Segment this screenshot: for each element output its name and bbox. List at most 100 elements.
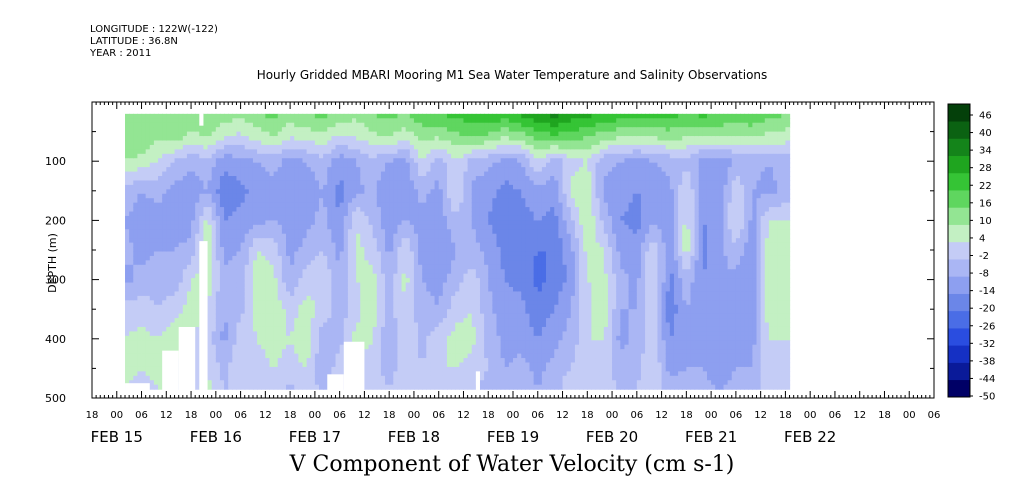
heatmap-cell	[265, 113, 271, 119]
heatmap-cell	[149, 295, 155, 301]
heatmap-cell	[331, 335, 337, 341]
heatmap-cell	[145, 304, 151, 310]
heatmap-cell	[426, 273, 432, 279]
heatmap-cell	[331, 344, 337, 350]
heatmap-cell	[327, 318, 332, 324]
heatmap-cell	[397, 238, 403, 244]
heatmap-cell	[252, 255, 258, 261]
heatmap-cell	[129, 282, 134, 288]
heatmap-cell	[335, 291, 341, 297]
heatmap-cell	[166, 144, 172, 150]
heatmap-cell	[273, 331, 279, 337]
heatmap-cell	[335, 300, 341, 306]
heatmap-cell	[323, 131, 328, 137]
heatmap-cell	[426, 251, 432, 257]
heatmap-cell	[413, 255, 419, 261]
heatmap-cell	[343, 335, 349, 341]
heatmap-cell	[273, 380, 279, 386]
heatmap-cell	[207, 122, 213, 128]
heatmap-cell	[195, 242, 200, 248]
heatmap-cell	[409, 340, 415, 346]
heatmap-cell	[141, 344, 147, 350]
heatmap-cell	[215, 215, 221, 221]
heatmap-cell	[422, 375, 427, 381]
heatmap-cell	[133, 122, 139, 128]
heatmap-cell	[211, 371, 217, 377]
heatmap-cell	[273, 247, 279, 253]
heatmap-cell	[228, 335, 233, 341]
heatmap-cell	[455, 153, 460, 159]
heatmap-cell	[236, 278, 242, 284]
heatmap-cell	[372, 171, 378, 177]
heatmap-cell	[129, 233, 134, 239]
heatmap-cell	[236, 322, 242, 328]
heatmap-cell	[430, 295, 436, 301]
heatmap-cell	[306, 318, 312, 324]
heatmap-cell	[240, 349, 246, 355]
heatmap-cell	[294, 198, 299, 204]
heatmap-cell	[215, 264, 221, 270]
heatmap-cell	[248, 118, 254, 124]
heatmap-cell	[422, 251, 427, 257]
heatmap-cell	[219, 171, 225, 177]
heatmap-cell	[133, 269, 139, 275]
heatmap-cell	[153, 131, 159, 137]
heatmap-cell	[133, 318, 139, 324]
heatmap-cell	[186, 140, 192, 146]
heatmap-cell	[195, 180, 200, 186]
heatmap-cell	[360, 193, 366, 199]
heatmap-cell	[364, 176, 370, 182]
heatmap-cell	[125, 247, 130, 253]
heatmap-cell	[228, 309, 233, 315]
heatmap-cell	[409, 358, 415, 364]
heatmap-cell	[364, 380, 370, 386]
heatmap-cell	[232, 260, 238, 266]
heatmap-cell	[385, 340, 390, 346]
heatmap-cell	[219, 340, 225, 346]
heatmap-cell	[285, 162, 291, 168]
heatmap-cell	[224, 318, 229, 324]
heatmap-cell	[211, 322, 217, 328]
heatmap-cell	[401, 220, 407, 226]
heatmap-cell	[389, 313, 394, 319]
heatmap-cell	[166, 193, 172, 199]
heatmap-cell	[133, 158, 139, 164]
heatmap-cell	[385, 180, 390, 186]
heatmap-cell	[418, 238, 423, 244]
heatmap-cell	[236, 153, 242, 159]
heatmap-cell	[418, 127, 423, 133]
heatmap-cell	[125, 282, 130, 288]
heatmap-cell	[211, 207, 217, 213]
heatmap-cell	[240, 384, 246, 390]
heatmap-cell	[339, 211, 345, 217]
heatmap-cell	[409, 118, 415, 124]
heatmap-cell	[257, 198, 262, 204]
heatmap-cell	[248, 309, 254, 315]
heatmap-cell	[389, 287, 394, 293]
heatmap-cell	[269, 304, 275, 310]
heatmap-cell	[356, 322, 361, 328]
heatmap-cell	[372, 295, 378, 301]
heatmap-cell	[149, 251, 155, 257]
heatmap-cell	[323, 207, 328, 213]
heatmap-cell	[393, 144, 399, 150]
heatmap-cell	[125, 366, 130, 372]
heatmap-cell	[376, 127, 382, 133]
heatmap-cell	[257, 331, 262, 337]
heatmap-cell	[178, 273, 184, 279]
heatmap-cell	[434, 375, 440, 381]
heatmap-cell	[133, 224, 139, 230]
heatmap-cell	[228, 198, 233, 204]
heatmap-cell	[170, 229, 176, 235]
heatmap-cell	[430, 318, 436, 324]
heatmap-cell	[446, 167, 452, 173]
heatmap-cell	[240, 153, 246, 159]
heatmap-cell	[248, 287, 254, 293]
heatmap-cell	[153, 375, 159, 381]
heatmap-cell	[314, 278, 320, 284]
heatmap-cell	[405, 122, 411, 128]
heatmap-cell	[413, 184, 419, 190]
heatmap-cell	[133, 242, 139, 248]
heatmap-cell	[376, 287, 382, 293]
heatmap-cell	[191, 282, 196, 288]
